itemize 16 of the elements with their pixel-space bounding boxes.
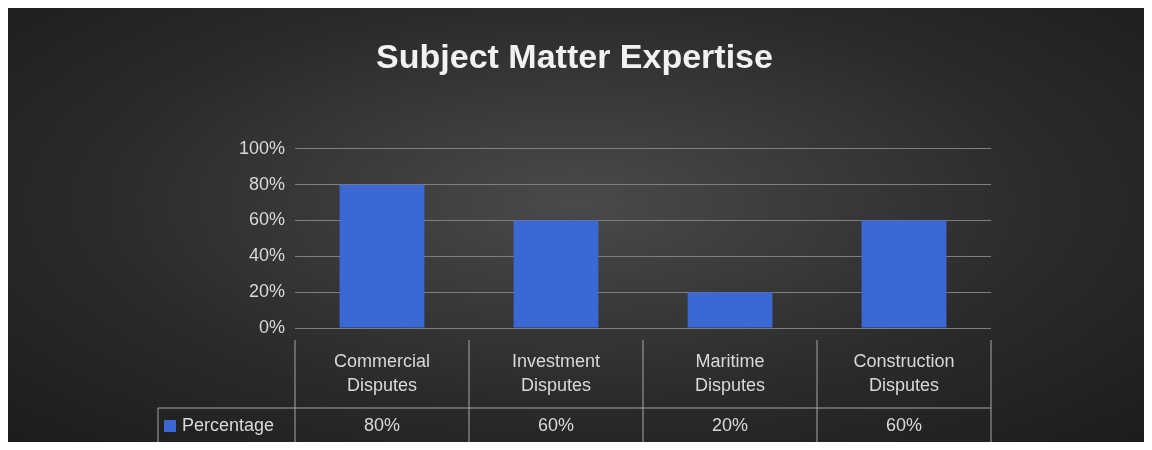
y-tick-label: 0% (258, 316, 285, 337)
legend-label: Percentage (182, 414, 275, 435)
data-label: 60% (537, 414, 575, 435)
x-tick-label: Maritime Disputes (694, 350, 766, 395)
y-tick-label: 40% (248, 245, 285, 266)
y-tick-label: 80% (248, 173, 285, 194)
y-tick-label: 100% (238, 137, 285, 158)
data-label: 80% (363, 414, 401, 435)
y-tick-label: 60% (248, 209, 285, 230)
data-label: 60% (885, 414, 923, 435)
data-label: 20% (711, 414, 749, 435)
y-tick-label: 20% (248, 281, 285, 302)
x-tick-label: Commercial Disputes (333, 350, 431, 395)
chart-title: Subject Matter Expertise (376, 36, 773, 75)
x-tick-label: Construction Disputes (853, 350, 955, 395)
x-tick-label: Investment Disputes (511, 350, 601, 395)
